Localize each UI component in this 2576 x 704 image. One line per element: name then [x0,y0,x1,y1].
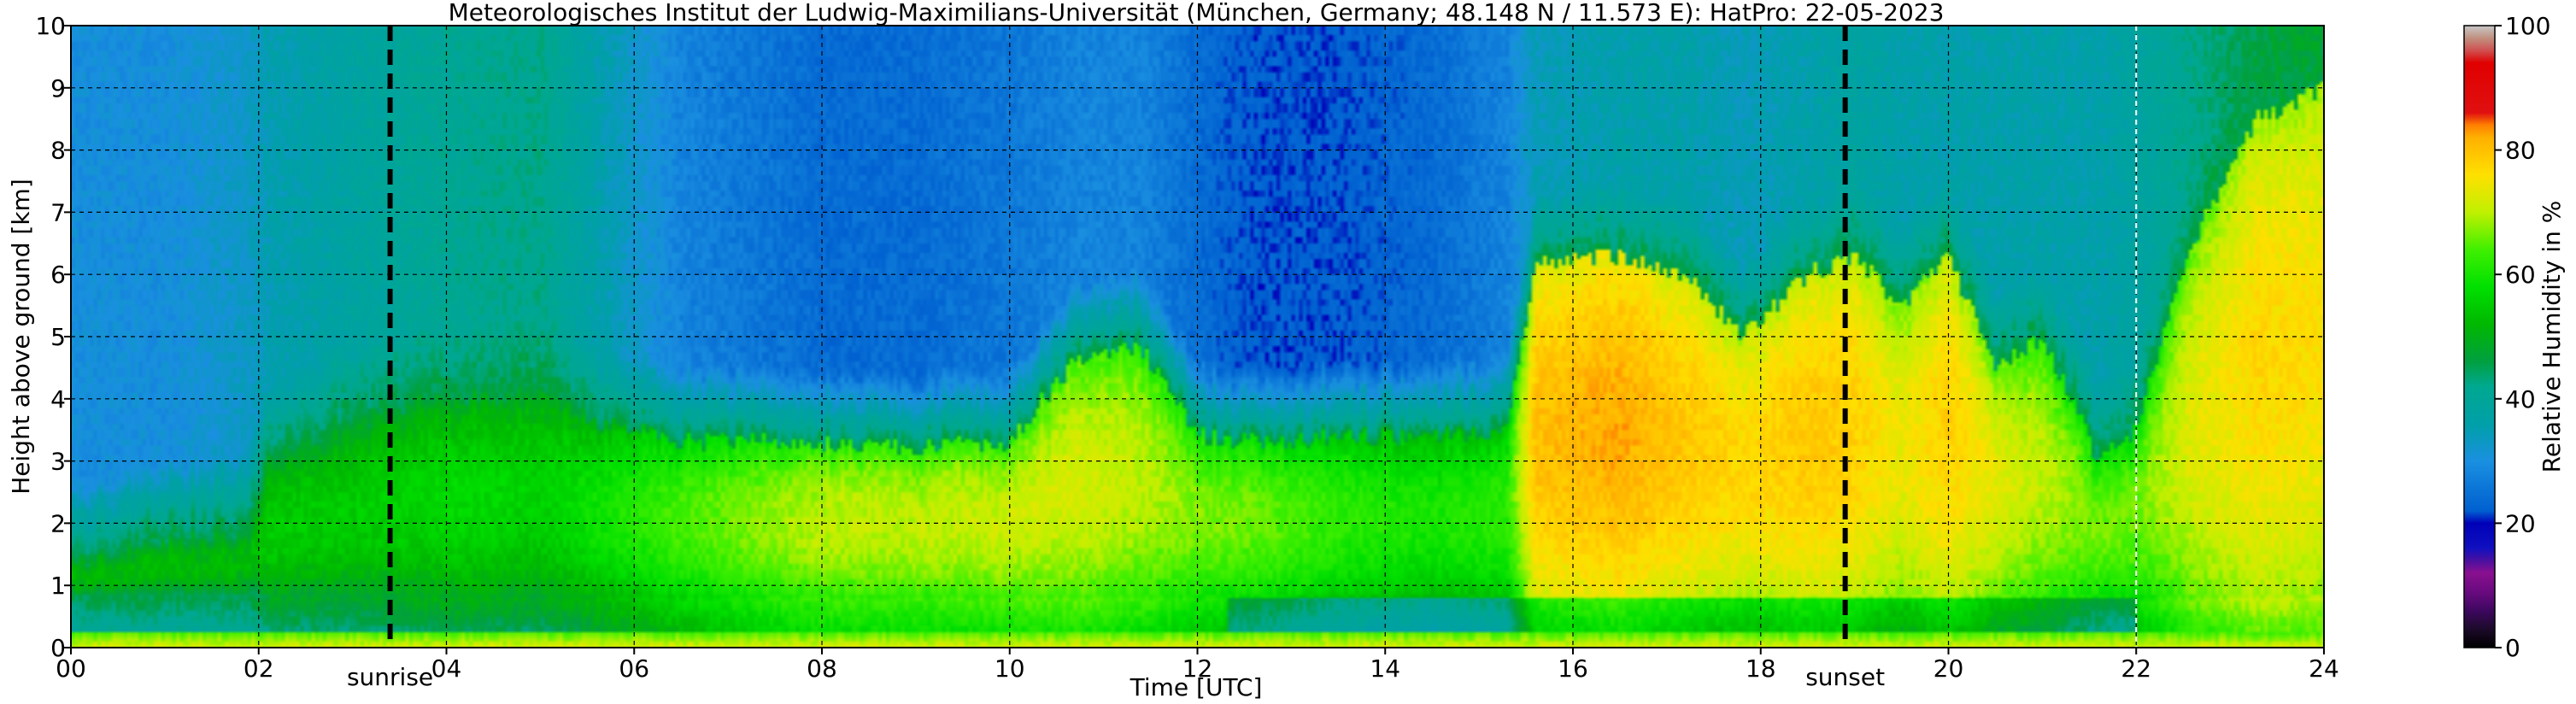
x-axis-label: Time [UTC] [1130,673,1263,701]
y-tick-label: 7 [50,198,66,226]
colorbar-strip [2463,25,2496,648]
colorbar: 0 20 40 60 80 100 Relative Humidity in % [2463,12,2566,662]
event-lines [387,26,2138,648]
y-tick-label: 0 [50,634,66,662]
colorbar-tick-label: 20 [2505,509,2536,537]
x-tick-label: 08 [807,654,837,683]
y-tick-label: 8 [50,137,66,165]
y-axis-ticks: 0 1 2 3 4 5 6 7 8 9 10 [35,12,71,662]
y-axis-label: Height above ground [km] [7,179,35,495]
sunset-label: sunset [1805,663,1885,691]
x-tick-label: 14 [1370,654,1400,683]
colorbar-tick-label: 0 [2505,634,2520,662]
x-tick-label: 16 [1558,654,1588,683]
sunrise-label: sunrise [347,663,433,691]
x-tick-label: 10 [995,654,1025,683]
x-axis-ticks: 00 02 04 06 08 10 12 14 16 18 20 22 24 [56,648,2339,683]
x-tick-label: 12 [1182,654,1213,683]
chart-title: Meteorologisches Institut der Ludwig-Max… [449,0,1945,26]
y-tick-label: 2 [50,509,66,537]
y-tick-label: 4 [50,385,66,414]
colorbar-tick-label: 60 [2505,261,2536,289]
x-tick-label: 18 [1746,654,1776,683]
y-tick-label: 10 [35,12,66,40]
y-tick-label: 5 [50,323,66,351]
x-tick-label: 20 [1933,654,1964,683]
x-tick-label: 00 [56,654,86,683]
plot-area [70,25,2325,648]
y-tick-label: 1 [50,572,66,600]
x-tick-label: 02 [244,654,274,683]
colorbar-label: Relative Humidity in % [2538,201,2566,473]
y-tick-label: 6 [50,261,66,289]
x-tick-label: 06 [619,654,649,683]
x-tick-label: 04 [431,654,462,683]
colorbar-ticks: 0 20 40 60 80 100 [2495,12,2550,662]
y-tick-label: 9 [50,74,66,103]
x-tick-label: 24 [2309,654,2339,683]
colorbar-tick-label: 40 [2505,385,2536,414]
y-tick-label: 3 [50,448,66,476]
event-labels: sunrise sunset [347,663,1885,691]
colorbar-tick-label: 80 [2505,137,2536,165]
colorbar-tick-label: 100 [2505,12,2550,40]
x-tick-label: 22 [2121,654,2151,683]
